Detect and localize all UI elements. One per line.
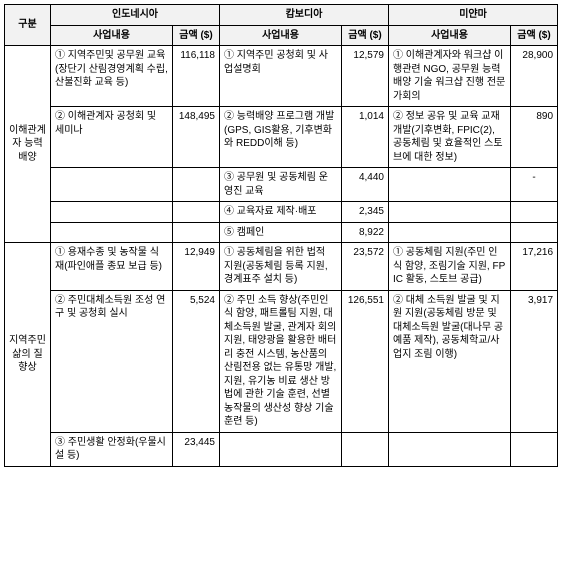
content-cell: ① 지역주민 공청회 및 사업설명회 <box>220 46 342 107</box>
content-cell: ② 능력배양 프로그램 개발(GPS, GIS활용, 기후변화와 REDD이해 … <box>220 107 342 168</box>
header-country-1: 캄보디아 <box>220 5 389 26</box>
category-cell: 이해관계자 능력배양 <box>5 46 51 243</box>
header-content-2: 사업내용 <box>389 25 511 46</box>
table-row: ④ 교육자료 제작·배포 2,345 <box>5 202 558 223</box>
content-cell: ① 지역주민및 공무원 교육(장단기 산림경영계획 수립, 산불진화 교육 등) <box>51 46 173 107</box>
header-amount-2: 금액 ($) <box>511 25 558 46</box>
content-cell: ② 정보 공유 및 교육 교재 개발(기후변화, FPIC(2), 공동체림 및… <box>389 107 511 168</box>
content-cell <box>389 202 511 223</box>
content-cell: ④ 교육자료 제작·배포 <box>220 202 342 223</box>
amount-cell <box>342 432 389 466</box>
content-cell <box>51 168 173 202</box>
content-cell: ② 주민대체소득원 조성 연구 및 공청회 실시 <box>51 290 173 432</box>
content-cell: ① 이해관계자와 워크샵 이행관련 NGO, 공무원 능력배양 기술 워크샵 진… <box>389 46 511 107</box>
content-cell: ② 이해관계자 공청회 및 세미나 <box>51 107 173 168</box>
amount-cell: 28,900 <box>511 46 558 107</box>
content-cell: ① 공동체림을 위한 법적 지원(공동체림 등록 지원, 경계표주 설치 등) <box>220 243 342 291</box>
content-cell: ⑤ 캠페인 <box>220 222 342 243</box>
header-row-2: 사업내용 금액 ($) 사업내용 금액 ($) 사업내용 금액 ($) <box>5 25 558 46</box>
amount-cell: 12,949 <box>173 243 220 291</box>
amount-cell <box>173 222 220 243</box>
header-content-1: 사업내용 <box>220 25 342 46</box>
table-row: ③ 주민생활 안정화(우물시설 등) 23,445 <box>5 432 558 466</box>
table-row: ② 주민대체소득원 조성 연구 및 공청회 실시 5,524 ② 주민 소득 향… <box>5 290 558 432</box>
amount-cell: 2,345 <box>342 202 389 223</box>
header-content-0: 사업내용 <box>51 25 173 46</box>
amount-cell: 8,922 <box>342 222 389 243</box>
content-cell <box>220 432 342 466</box>
amount-cell: 1,014 <box>342 107 389 168</box>
amount-cell: 890 <box>511 107 558 168</box>
amount-cell: 3,917 <box>511 290 558 432</box>
amount-cell: 23,445 <box>173 432 220 466</box>
amount-cell <box>173 168 220 202</box>
amount-cell: 126,551 <box>342 290 389 432</box>
header-row-1: 구분 인도네시아 캄보디아 미얀마 <box>5 5 558 26</box>
amount-cell <box>511 222 558 243</box>
amount-cell: 5,524 <box>173 290 220 432</box>
category-cell: 지역주민 삶의 질 향상 <box>5 243 51 467</box>
table-row: ③ 공무원 및 공동체림 운영진 교육 4,440 - <box>5 168 558 202</box>
table-row: ⑤ 캠페인 8,922 <box>5 222 558 243</box>
content-cell: ① 공동체림 지원(주민 인식 함양, 조림기술 지원, FPIC 활동, 스토… <box>389 243 511 291</box>
header-country-0: 인도네시아 <box>51 5 220 26</box>
amount-cell: - <box>511 168 558 202</box>
content-cell: ② 대체 소득원 발굴 및 지원 지원(공동체림 방문 및 대체소득원 발굴(대… <box>389 290 511 432</box>
header-amount-0: 금액 ($) <box>173 25 220 46</box>
table-row: 지역주민 삶의 질 향상 ① 용재수종 및 농작물 식재(파인애플 종묘 보급 … <box>5 243 558 291</box>
content-cell <box>51 222 173 243</box>
table-row: ② 이해관계자 공청회 및 세미나 148,495 ② 능력배양 프로그램 개발… <box>5 107 558 168</box>
content-cell: ② 주민 소득 향상(주민인식 함양, 패트롤팀 지원, 대체소득원 발굴, 관… <box>220 290 342 432</box>
amount-cell: 148,495 <box>173 107 220 168</box>
content-cell: ③ 공무원 및 공동체림 운영진 교육 <box>220 168 342 202</box>
content-cell <box>389 168 511 202</box>
table-row: 이해관계자 능력배양 ① 지역주민및 공무원 교육(장단기 산림경영계획 수립,… <box>5 46 558 107</box>
amount-cell: 17,216 <box>511 243 558 291</box>
content-cell <box>389 432 511 466</box>
amount-cell: 4,440 <box>342 168 389 202</box>
amount-cell <box>511 202 558 223</box>
amount-cell <box>173 202 220 223</box>
data-table: 구분 인도네시아 캄보디아 미얀마 사업내용 금액 ($) 사업내용 금액 ($… <box>4 4 558 467</box>
header-country-2: 미얀마 <box>389 5 558 26</box>
header-amount-1: 금액 ($) <box>342 25 389 46</box>
amount-cell: 23,572 <box>342 243 389 291</box>
content-cell: ③ 주민생활 안정화(우물시설 등) <box>51 432 173 466</box>
amount-cell: 116,118 <box>173 46 220 107</box>
header-gubun: 구분 <box>5 5 51 46</box>
amount-cell <box>511 432 558 466</box>
content-cell <box>51 202 173 223</box>
content-cell: ① 용재수종 및 농작물 식재(파인애플 종묘 보급 등) <box>51 243 173 291</box>
content-cell <box>389 222 511 243</box>
amount-cell: 12,579 <box>342 46 389 107</box>
